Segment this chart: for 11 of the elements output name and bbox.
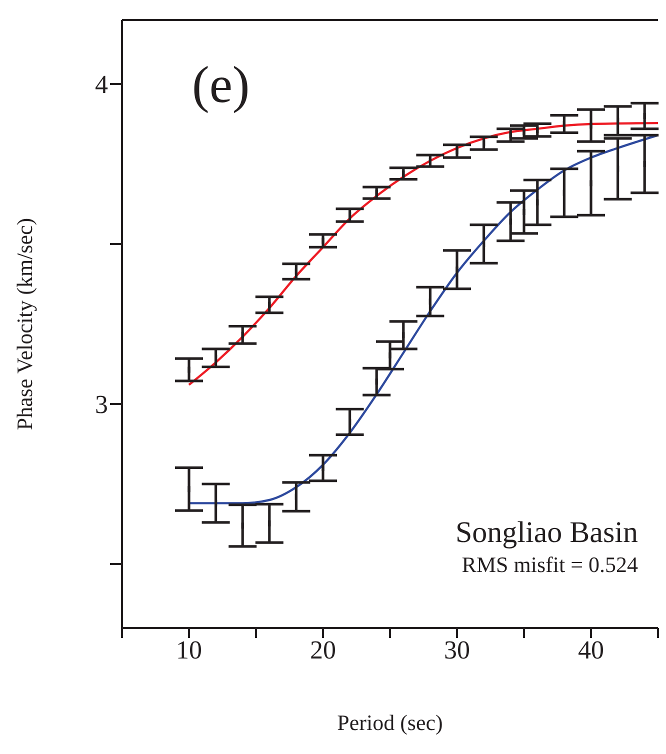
- y-tick-label: 3: [95, 390, 108, 420]
- annotation: (e): [192, 57, 250, 114]
- annotation: Songliao Basin: [455, 516, 638, 550]
- x-tick-label: 10: [176, 635, 202, 664]
- x-tick-label: 30: [444, 635, 470, 664]
- x-axis-title: Period (sec): [337, 710, 443, 735]
- annotation: RMS misfit = 0.524: [462, 552, 638, 578]
- x-tick-label: 20: [310, 635, 336, 664]
- y-tick-label: 4: [95, 70, 108, 100]
- x-tick-label: 40: [578, 635, 604, 664]
- y-axis-title: Phase Velocity (km/sec): [12, 218, 37, 430]
